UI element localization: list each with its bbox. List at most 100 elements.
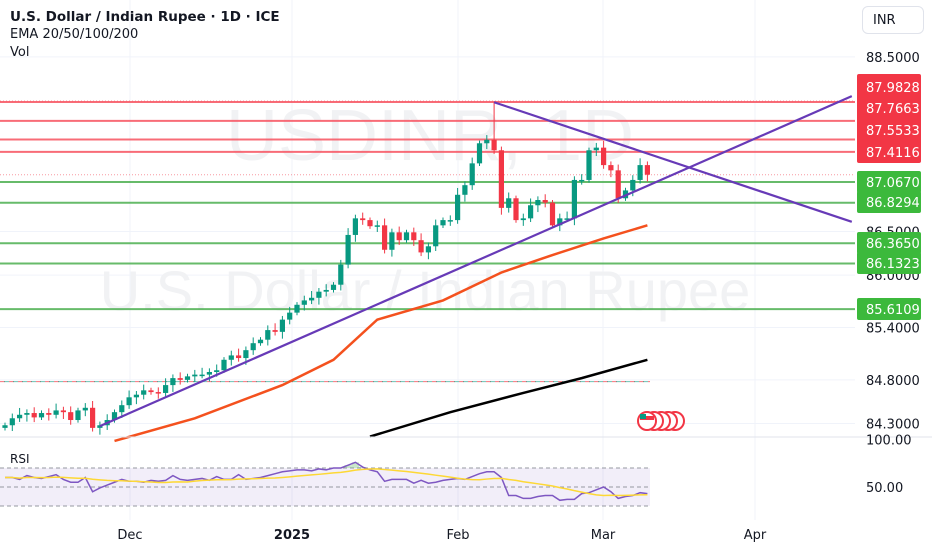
candle-down bbox=[644, 165, 650, 175]
candle-up bbox=[309, 297, 315, 301]
candle-up bbox=[462, 185, 468, 195]
candle-up bbox=[389, 232, 395, 250]
candle-up bbox=[279, 319, 285, 332]
candle-up bbox=[535, 200, 541, 206]
candle-up bbox=[9, 418, 15, 426]
candle-down bbox=[549, 202, 556, 226]
candle-up bbox=[38, 413, 45, 418]
candles bbox=[2, 102, 650, 435]
symbol-title[interactable]: U.S. Dollar / Indian Rupee · 1D · ICE bbox=[10, 9, 280, 25]
candle-up bbox=[571, 179, 577, 219]
candle-up bbox=[586, 150, 592, 180]
candle-up bbox=[506, 198, 512, 208]
candle-up bbox=[53, 410, 59, 415]
candle-up bbox=[469, 163, 475, 186]
candle-up bbox=[250, 343, 256, 351]
candle-up bbox=[440, 220, 446, 226]
watermark-name: U.S. Dollar / Indian Rupee bbox=[100, 259, 751, 322]
rsi-overbought-fill bbox=[344, 465, 352, 468]
candle-up bbox=[330, 284, 337, 290]
ema-indicator-label[interactable]: EMA 20/50/100/200 bbox=[10, 27, 139, 42]
candle-up bbox=[294, 304, 300, 313]
candle-down bbox=[360, 218, 366, 221]
candle-down bbox=[90, 407, 96, 428]
candle-up bbox=[214, 370, 220, 373]
candle-down bbox=[272, 330, 278, 332]
candle-up bbox=[228, 355, 234, 360]
chart-legend: U.S. Dollar / Indian Rupee · 1D · ICE EM… bbox=[10, 8, 280, 62]
us-flag-canton bbox=[640, 414, 646, 419]
rsi-axis-tick-label: 100.00 bbox=[866, 434, 912, 449]
candle-down bbox=[615, 170, 621, 199]
price-tag bbox=[857, 76, 921, 98]
y-axis-tick-label: 84.8000 bbox=[866, 374, 920, 389]
candle-up bbox=[192, 374, 198, 377]
currency-button[interactable]: INR bbox=[862, 6, 924, 34]
candle-down bbox=[148, 390, 154, 393]
candle-up bbox=[425, 246, 431, 253]
candle-up bbox=[17, 414, 23, 419]
candle-up bbox=[133, 394, 139, 398]
candle-down bbox=[155, 392, 161, 394]
candle-up bbox=[476, 143, 483, 164]
candle-up bbox=[338, 264, 344, 285]
y-axis-tick-label: 84.3000 bbox=[866, 418, 920, 433]
candle-up bbox=[243, 350, 249, 359]
candle-down bbox=[367, 220, 373, 227]
volume-indicator-label[interactable]: Vol bbox=[10, 45, 30, 60]
candle-up bbox=[199, 374, 205, 377]
price-tag bbox=[857, 298, 921, 320]
candle-up bbox=[579, 179, 585, 182]
candle-down bbox=[601, 147, 607, 166]
candle-up bbox=[82, 407, 88, 411]
candle-down bbox=[31, 413, 37, 418]
price-tag-label: 86.1323 bbox=[866, 257, 920, 272]
rsi-axis-tick-label: 50.00 bbox=[866, 481, 903, 496]
candle-up bbox=[184, 376, 191, 380]
x-axis-tick-label: Dec bbox=[117, 528, 142, 543]
price-tag-label: 87.5533 bbox=[866, 124, 920, 139]
candle-up bbox=[111, 412, 118, 421]
candle-down bbox=[491, 139, 497, 151]
candle-up bbox=[433, 225, 439, 247]
candle-up bbox=[593, 147, 599, 151]
x-axis-tick-label: 2025 bbox=[274, 528, 310, 543]
candle-down bbox=[411, 232, 417, 241]
candle-up bbox=[141, 390, 147, 395]
ascending-trendline bbox=[99, 95, 853, 428]
candle-up bbox=[221, 359, 227, 371]
x-axis-tick-label: Feb bbox=[446, 528, 469, 543]
candle-down bbox=[236, 355, 242, 359]
candle-down bbox=[608, 165, 614, 171]
candle-up bbox=[75, 410, 81, 421]
candle-up bbox=[447, 220, 453, 222]
candle-up bbox=[257, 339, 264, 344]
price-tag bbox=[857, 141, 921, 163]
candle-up bbox=[24, 413, 30, 415]
ema-orange-line bbox=[114, 224, 648, 443]
x-axis-tick-label: Mar bbox=[591, 528, 616, 543]
price-tag bbox=[857, 232, 921, 254]
rsi-line bbox=[5, 461, 648, 502]
descending-trendline bbox=[493, 101, 853, 223]
price-tag-label: 85.6109 bbox=[866, 303, 920, 318]
price-tag bbox=[857, 171, 921, 193]
candle-up bbox=[345, 234, 351, 265]
candle-up bbox=[374, 225, 380, 227]
candle-up bbox=[352, 218, 358, 235]
price-tag-label: 86.3650 bbox=[866, 237, 920, 252]
y-axis-tick-label: 85.4000 bbox=[866, 321, 920, 336]
candle-down bbox=[542, 200, 548, 203]
ema-black-line bbox=[369, 358, 648, 438]
us-flag-stripe bbox=[640, 416, 654, 420]
candle-up bbox=[323, 289, 329, 292]
candle-down bbox=[46, 413, 52, 415]
candle-down bbox=[396, 232, 402, 241]
price-tag bbox=[857, 97, 921, 119]
candle-up bbox=[564, 218, 570, 220]
candle-up bbox=[287, 312, 293, 320]
candle-down bbox=[513, 198, 519, 221]
price-tag bbox=[857, 252, 921, 274]
y-axis-tick-label: 88.5000 bbox=[866, 51, 920, 66]
